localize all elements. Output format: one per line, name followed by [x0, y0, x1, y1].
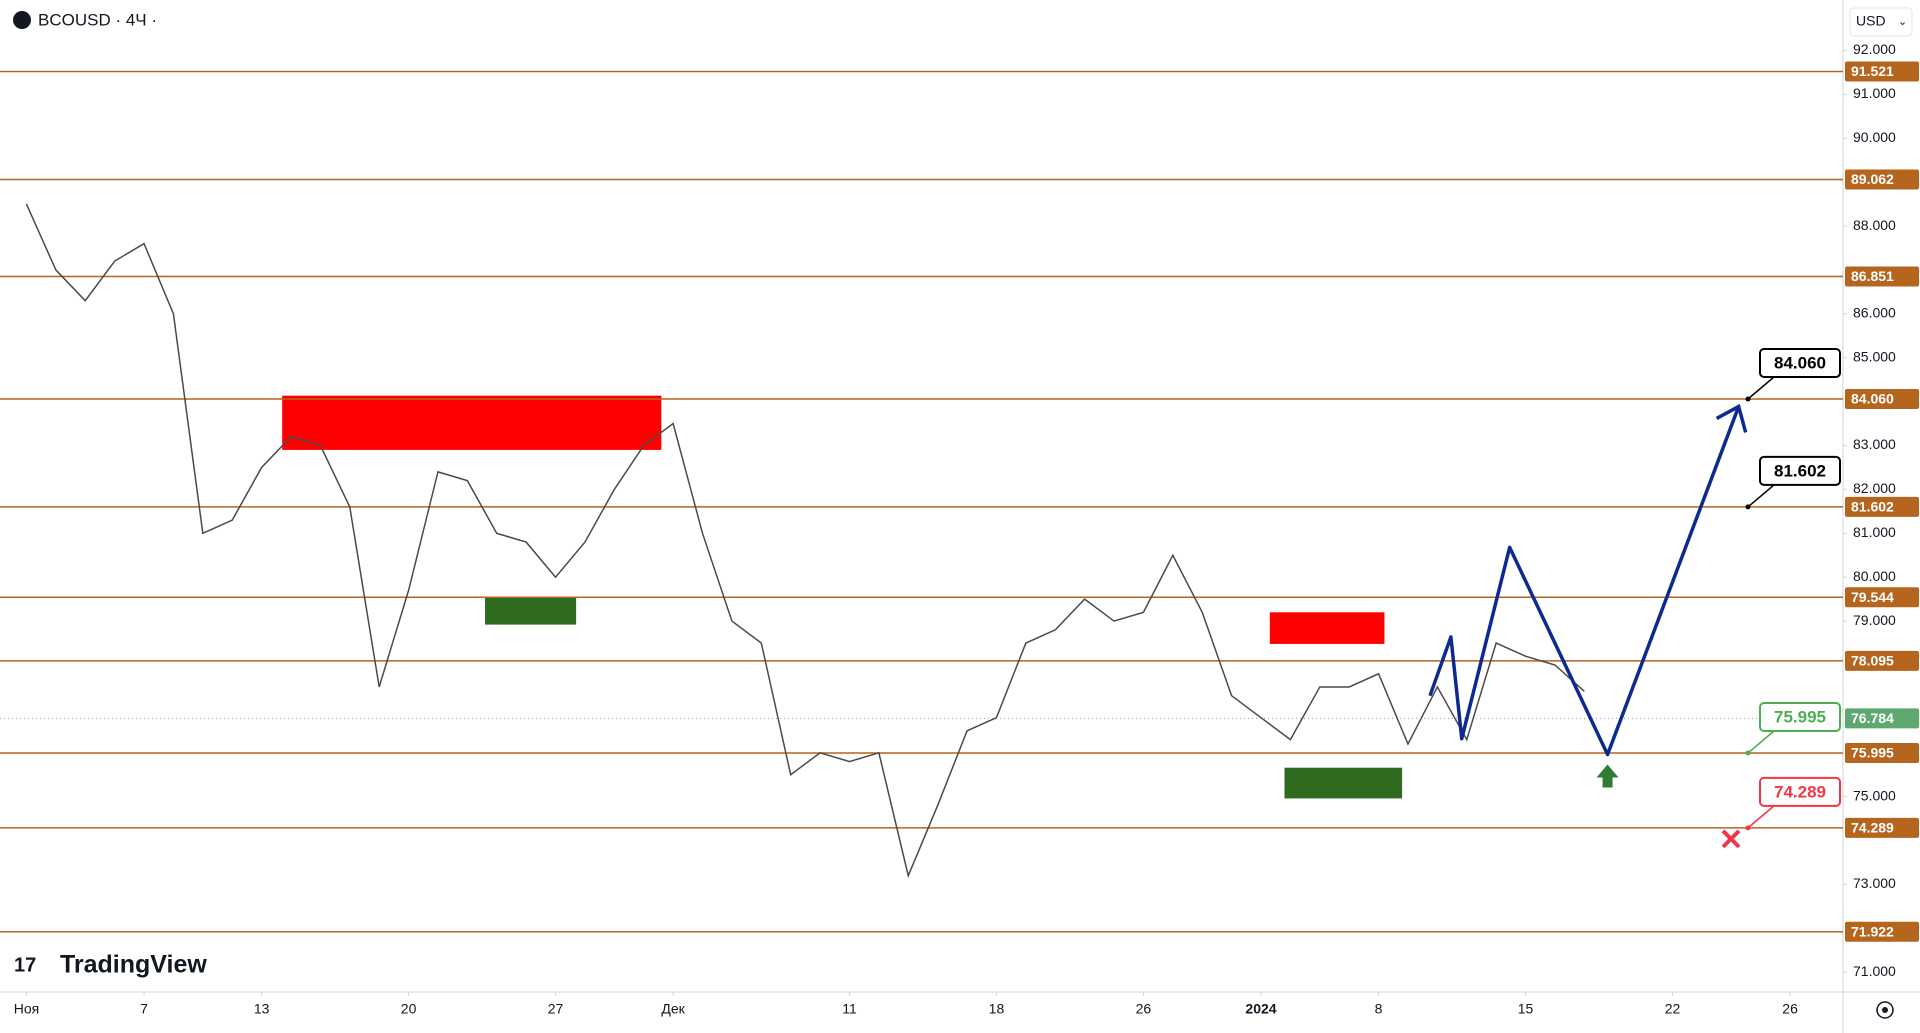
x-tick-label: 7	[140, 1001, 148, 1017]
y-tick-label: 75.000	[1853, 787, 1896, 803]
zone	[1284, 767, 1403, 799]
x-tick-label: Ноя	[14, 1001, 39, 1017]
callout-box	[1759, 347, 1841, 378]
buy-arrow	[1596, 764, 1619, 788]
level-label: 89.062	[1851, 171, 1894, 187]
stop-icon	[1721, 829, 1741, 849]
level-label: 86.851	[1851, 268, 1894, 284]
x-tick-label: 20	[401, 1001, 417, 1017]
last-price-box	[1845, 708, 1919, 729]
settings-icon-dot	[1882, 1007, 1888, 1013]
y-tick-label: 82.000	[1853, 480, 1896, 496]
y-tick-label: 73.000	[1853, 875, 1896, 891]
level-label-box	[1845, 169, 1919, 190]
y-tick-label: 88.000	[1853, 217, 1896, 233]
x-tick-label: 8	[1375, 1001, 1383, 1017]
y-tick-label: 90.000	[1853, 129, 1896, 145]
level-label: 91.521	[1851, 63, 1894, 79]
level-label: 75.995	[1851, 745, 1894, 761]
level-label: 71.922	[1851, 923, 1894, 939]
logo-mark: 17	[14, 954, 36, 976]
callout-label: 81.602	[1774, 461, 1826, 480]
callout-label: 75.995	[1774, 707, 1826, 726]
y-tick-label: 81.000	[1853, 524, 1896, 540]
x-tick-label: 15	[1518, 1001, 1534, 1017]
brand[interactable]: TradingView	[60, 951, 207, 979]
callout-box	[1759, 701, 1841, 732]
y-tick-label: 79.000	[1853, 612, 1896, 628]
callout-box	[1759, 455, 1841, 486]
callout-label: 84.060	[1774, 353, 1826, 372]
zone	[1269, 612, 1385, 644]
y-tick-label: 85.000	[1853, 348, 1896, 364]
level-label: 78.095	[1851, 653, 1894, 669]
y-tick-label: 92.000	[1853, 41, 1896, 57]
projection-arrowhead	[1715, 403, 1748, 433]
x-tick-label: 26	[1136, 1001, 1152, 1017]
level-label-box	[1845, 587, 1919, 608]
x-tick-label: 26	[1782, 1001, 1798, 1017]
callout-pointer	[1747, 730, 1775, 754]
callout-pointer	[1747, 484, 1775, 508]
level-label: 81.602	[1851, 499, 1894, 515]
symbol-title[interactable]: BCOUSD · 4Ч ·	[38, 10, 157, 29]
level-label-box	[1845, 742, 1919, 763]
level-label-box	[1845, 650, 1919, 671]
currency-button[interactable]	[1849, 7, 1913, 37]
level-label: 74.289	[1851, 820, 1894, 836]
zone	[282, 395, 662, 450]
settings-icon[interactable]	[1876, 1001, 1894, 1019]
symbol-icon	[13, 11, 31, 29]
level-label: 79.544	[1851, 589, 1894, 605]
y-tick-label: 86.000	[1853, 305, 1896, 321]
x-tick-label: 27	[548, 1001, 564, 1017]
level-label-box	[1845, 496, 1919, 517]
zone	[485, 596, 577, 625]
callout-label: 74.289	[1774, 782, 1826, 801]
currency-label[interactable]: USD	[1856, 13, 1886, 29]
level-label-box	[1845, 266, 1919, 287]
x-tick-label: 22	[1665, 1001, 1681, 1017]
level-label-box	[1845, 921, 1919, 942]
level-label: 84.060	[1851, 391, 1894, 407]
x-tick-label: 11	[842, 1001, 857, 1017]
x-tick-label: 13	[254, 1001, 270, 1017]
level-label-box	[1845, 388, 1919, 409]
level-label-box	[1845, 817, 1919, 838]
callout-pointer	[1747, 805, 1775, 829]
y-tick-label: 83.000	[1853, 436, 1896, 452]
x-tick-label: 2024	[1245, 1001, 1276, 1017]
price-line	[25, 203, 1585, 879]
callout-pointer	[1747, 376, 1775, 400]
y-tick-label: 80.000	[1853, 568, 1896, 584]
projection-path	[1428, 405, 1741, 757]
currency-caret: ⌄	[1898, 16, 1907, 28]
x-tick-label: Дек	[661, 1001, 685, 1017]
y-tick-label: 91.000	[1853, 85, 1896, 101]
callout-box	[1759, 776, 1841, 807]
level-label-box	[1845, 61, 1919, 82]
last-price-label: 76.784	[1851, 710, 1894, 726]
x-tick-label: 18	[989, 1001, 1005, 1017]
y-tick-label: 71.000	[1853, 963, 1896, 979]
